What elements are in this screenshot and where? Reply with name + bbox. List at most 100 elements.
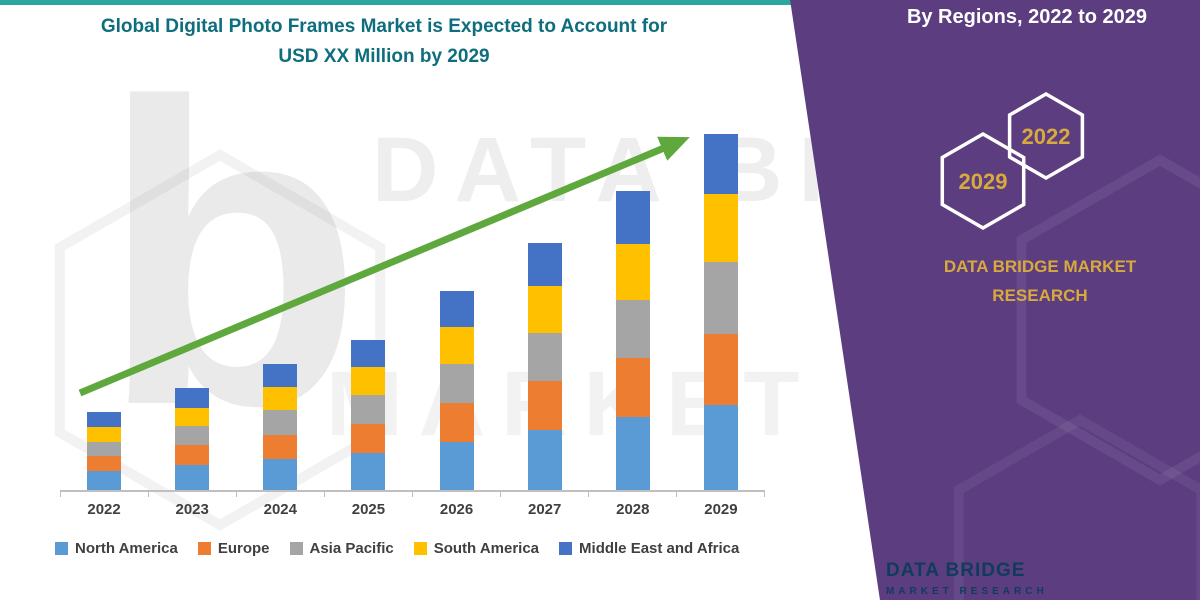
legend-swatch-asia-pacific — [289, 542, 303, 555]
bar-segment-asia-pacific-2023 — [175, 426, 210, 446]
bar-segment-europe-2029 — [703, 333, 738, 405]
bar-segment-middle-east-and-africa-2026 — [439, 291, 474, 328]
bar-segment-south-america-2025 — [351, 366, 386, 395]
bar-segment-asia-pacific-2027 — [527, 332, 562, 382]
legend-item-south-america: South America — [413, 540, 540, 557]
bar-column-2026 — [413, 100, 501, 490]
stacked-bar-2022 — [87, 412, 122, 490]
legend-label-europe: Europe — [217, 540, 270, 557]
x-axis-labels: 2022 2023 2024 2025 2026 2027 2028 2029 — [60, 501, 765, 518]
axis-tick — [236, 492, 237, 497]
bar-segment-south-america-2024 — [263, 387, 298, 411]
axis-tick — [412, 492, 413, 497]
legend-item-north-america: North America — [55, 540, 178, 557]
x-tick-label-2023: 2023 — [175, 501, 209, 518]
legend-item-europe: Europe — [197, 540, 270, 557]
year-hexagons: 2029 2022 — [940, 91, 1085, 231]
stacked-bar-2025 — [351, 339, 386, 490]
bar-segment-europe-2026 — [439, 402, 474, 442]
bar-segment-middle-east-and-africa-2025 — [351, 339, 386, 367]
chart-title-line2: USD XX Million by 2029 — [278, 46, 490, 67]
bar-segment-asia-pacific-2026 — [439, 363, 474, 403]
plot-area: 2022 2023 2024 2025 2026 2027 2028 2029 — [60, 100, 765, 518]
bar-segment-north-america-2029 — [703, 404, 738, 490]
x-tick-label-2025: 2025 — [351, 501, 386, 518]
bar-segment-middle-east-and-africa-2024 — [263, 363, 298, 388]
axis-tick — [500, 492, 501, 497]
legend: North America Europe Asia Pacific South Ame… — [55, 540, 739, 557]
axis-tick — [588, 492, 589, 497]
stacked-bar-2026 — [439, 291, 474, 490]
panel-brand-text: DATA BRIDGE MARKET RESEARCH — [900, 252, 1180, 310]
bar-column-2022 — [60, 100, 148, 490]
hexagon-year-2022: 2022 — [1022, 124, 1071, 149]
bar-segment-europe-2025 — [351, 424, 386, 454]
legend-label-asia-pacific: Asia Pacific — [309, 540, 394, 557]
bar-segment-asia-pacific-2028 — [615, 299, 650, 359]
bar-segment-europe-2023 — [175, 445, 210, 465]
bar-segment-middle-east-and-africa-2023 — [175, 388, 210, 408]
bar-segment-europe-2027 — [527, 381, 562, 430]
legend-swatch-south-america — [413, 542, 427, 555]
bar-segment-asia-pacific-2024 — [263, 410, 298, 435]
legend-swatch-europe — [197, 542, 211, 555]
bar-segment-middle-east-and-africa-2029 — [703, 134, 738, 195]
bar-segment-north-america-2028 — [615, 417, 650, 490]
bar-segment-asia-pacific-2029 — [703, 262, 738, 334]
legend-label-middle-east-and-africa: Middle East and Africa — [579, 540, 740, 557]
bar-column-2028 — [589, 100, 677, 490]
x-tick-label-2027: 2027 — [528, 501, 562, 518]
footer-brand-name: DATA BRIDGE — [886, 560, 1026, 581]
side-panel: By Regions, 2022 to 2029 2029 2022 DATA … — [790, 0, 1200, 600]
bar-segment-north-america-2027 — [527, 429, 562, 490]
stacked-bar-2024 — [263, 363, 298, 490]
bar-column-2024 — [236, 100, 324, 490]
bar-segment-asia-pacific-2022 — [87, 441, 122, 457]
top-accent-strip — [0, 0, 800, 5]
bar-segment-south-america-2022 — [87, 426, 122, 442]
bar-segment-south-america-2026 — [439, 327, 474, 364]
bar-segment-middle-east-and-africa-2028 — [615, 191, 650, 244]
legend-label-north-america: North America — [75, 540, 178, 557]
footer-logo: b DATA BRIDGE MARKET RESEARCH — [842, 560, 1048, 600]
axis-tick — [60, 492, 61, 497]
axis-tick — [324, 492, 325, 497]
x-tick-label-2028: 2028 — [616, 501, 650, 518]
legend-item-asia-pacific: Asia Pacific — [289, 540, 394, 557]
hexagon-2029-icon — [940, 131, 1026, 231]
bar-segment-middle-east-and-africa-2022 — [87, 412, 122, 427]
panel-brand-line2: RESEARCH — [992, 286, 1088, 305]
x-tick-label-2029: 2029 — [704, 501, 738, 518]
bar-segment-north-america-2026 — [439, 441, 474, 490]
bar-segment-north-america-2023 — [175, 464, 210, 490]
stacked-bar-2028 — [615, 191, 650, 490]
chart-title-line1: Global Digital Photo Frames Market is Ex… — [100, 16, 668, 37]
bar-segment-north-america-2025 — [351, 453, 386, 490]
x-tick-label-2022: 2022 — [87, 501, 121, 518]
stacked-bar-2027 — [527, 242, 562, 490]
bar-segment-south-america-2029 — [703, 194, 738, 263]
legend-label-south-america: South America — [433, 540, 540, 557]
logo-hexagon-b-icon: b — [843, 562, 877, 600]
panel-brand-line1: DATA BRIDGE MARKET — [943, 257, 1137, 276]
bar-column-2023 — [148, 100, 236, 490]
bar-segment-asia-pacific-2025 — [351, 394, 386, 425]
chart-title: Global Digital Photo Frames Market is Ex… — [58, 12, 710, 72]
legend-swatch-middle-east-and-africa — [559, 542, 573, 555]
x-axis-ticks — [60, 492, 765, 497]
x-tick-label-2026: 2026 — [439, 501, 474, 518]
stacked-bar-2023 — [175, 388, 210, 490]
bar-column-2029 — [677, 100, 765, 490]
hexagon-2022-icon — [1007, 91, 1085, 181]
bar-segment-south-america-2028 — [615, 243, 650, 300]
bar-segment-europe-2028 — [615, 358, 650, 418]
panel-watermark-hexagons-icon — [953, 154, 1200, 600]
legend-item-middle-east-and-africa: Middle East and Africa — [559, 540, 739, 557]
stacked-bar-2029 — [703, 134, 738, 490]
axis-tick — [764, 492, 765, 497]
bar-column-2025 — [324, 100, 412, 490]
logo-monogram: b — [853, 568, 866, 593]
footer-brand-sub: MARKET RESEARCH — [886, 586, 1048, 597]
axis-tick — [676, 492, 677, 497]
